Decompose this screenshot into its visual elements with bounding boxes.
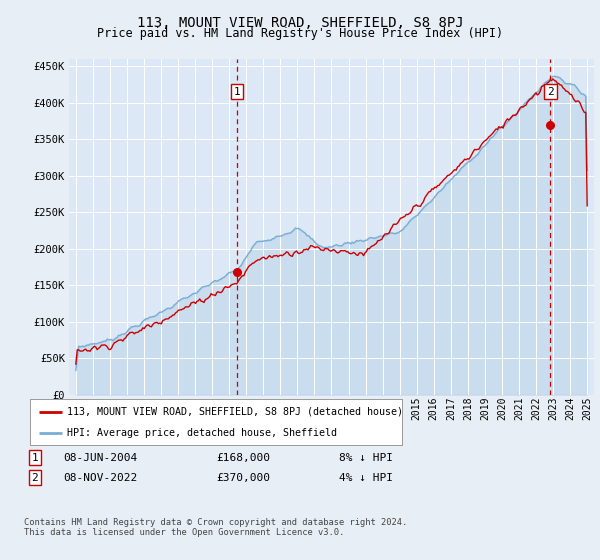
Text: 2: 2 [31, 473, 38, 483]
Text: £168,000: £168,000 [216, 452, 270, 463]
Text: 8% ↓ HPI: 8% ↓ HPI [339, 452, 393, 463]
Text: Contains HM Land Registry data © Crown copyright and database right 2024.
This d: Contains HM Land Registry data © Crown c… [24, 518, 407, 538]
Text: £370,000: £370,000 [216, 473, 270, 483]
Text: 2: 2 [547, 87, 554, 97]
Text: 1: 1 [233, 87, 240, 97]
Text: Price paid vs. HM Land Registry's House Price Index (HPI): Price paid vs. HM Land Registry's House … [97, 27, 503, 40]
Text: HPI: Average price, detached house, Sheffield: HPI: Average price, detached house, Shef… [67, 428, 337, 438]
Text: 08-NOV-2022: 08-NOV-2022 [63, 473, 137, 483]
Point [545, 120, 555, 129]
Point [232, 268, 242, 277]
Text: 113, MOUNT VIEW ROAD, SHEFFIELD, S8 8PJ (detached house): 113, MOUNT VIEW ROAD, SHEFFIELD, S8 8PJ … [67, 407, 403, 417]
Text: 1: 1 [31, 452, 38, 463]
Text: 4% ↓ HPI: 4% ↓ HPI [339, 473, 393, 483]
Text: 113, MOUNT VIEW ROAD, SHEFFIELD, S8 8PJ: 113, MOUNT VIEW ROAD, SHEFFIELD, S8 8PJ [137, 16, 463, 30]
Text: 08-JUN-2004: 08-JUN-2004 [63, 452, 137, 463]
